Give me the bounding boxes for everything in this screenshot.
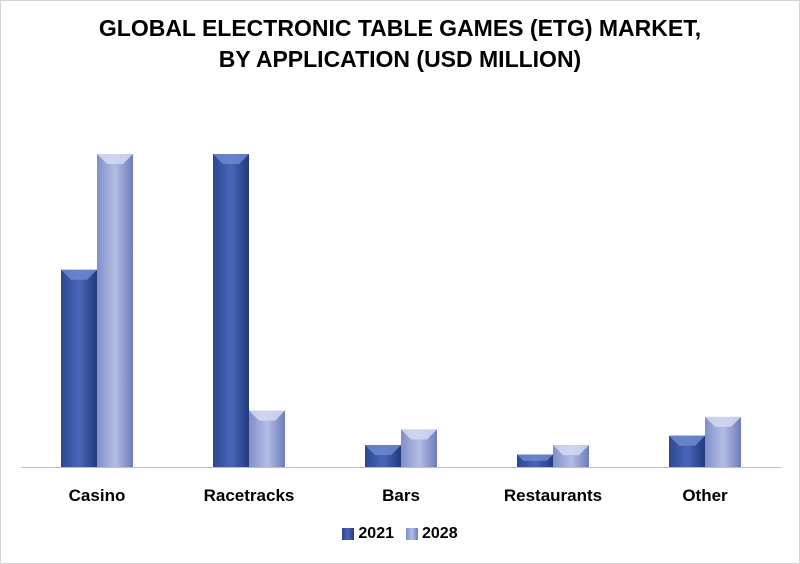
legend-swatch-2021 [342, 528, 355, 540]
chart-title-line-1: GLOBAL ELECTRONIC TABLE GAMES (ETG) MARK… [98, 15, 702, 41]
bar-bevel [97, 154, 133, 164]
legend-swatch-2028 [406, 528, 418, 540]
bar-bevel [365, 445, 401, 456]
bar-rect [97, 154, 133, 467]
bar-bevel [705, 416, 741, 427]
legend: 2021 2028 [1, 525, 799, 543]
bar-bevel [401, 429, 437, 440]
bar-bevel [669, 435, 705, 446]
bar-racetracks-2028 [249, 410, 285, 467]
legend-item-2021: 2021 [342, 525, 394, 543]
bar-casino-2028 [97, 154, 133, 467]
bar-rect [213, 154, 249, 467]
category-labels: Casino Racetracks Bars Restaurants Other [69, 486, 728, 505]
legend-item-2028: 2028 [406, 525, 458, 543]
bar-bevel [213, 154, 249, 164]
bar-casino-2021 [61, 269, 97, 467]
bar-bevel [249, 410, 285, 421]
chart-title: GLOBAL ELECTRONIC TABLE GAMES (ETG) MARK… [1, 13, 799, 75]
bar-bevel [61, 269, 97, 280]
chart-title-line-2: BY APPLICATION (USD MILLION) [218, 46, 582, 72]
bar-racetracks-2021 [213, 154, 249, 467]
bar-other-2021 [669, 435, 705, 467]
bar-bevel [517, 454, 553, 461]
bar-bars-2028 [401, 429, 437, 467]
bar-restaurants-2028 [553, 445, 589, 467]
bar-bevel [553, 445, 589, 456]
bar-rect [61, 269, 97, 467]
category-label-bars: Bars [382, 486, 420, 505]
bars-layer [61, 154, 741, 467]
legend-label-2021: 2021 [358, 525, 394, 542]
category-label-other: Other [682, 486, 728, 505]
bar-restaurants-2021 [517, 454, 553, 467]
legend-label-2028: 2028 [422, 525, 458, 542]
category-label-restaurants: Restaurants [504, 486, 602, 505]
bar-bars-2021 [365, 445, 401, 467]
category-label-casino: Casino [69, 486, 126, 505]
bar-other-2028 [705, 416, 741, 467]
category-label-racetracks: Racetracks [204, 486, 295, 505]
